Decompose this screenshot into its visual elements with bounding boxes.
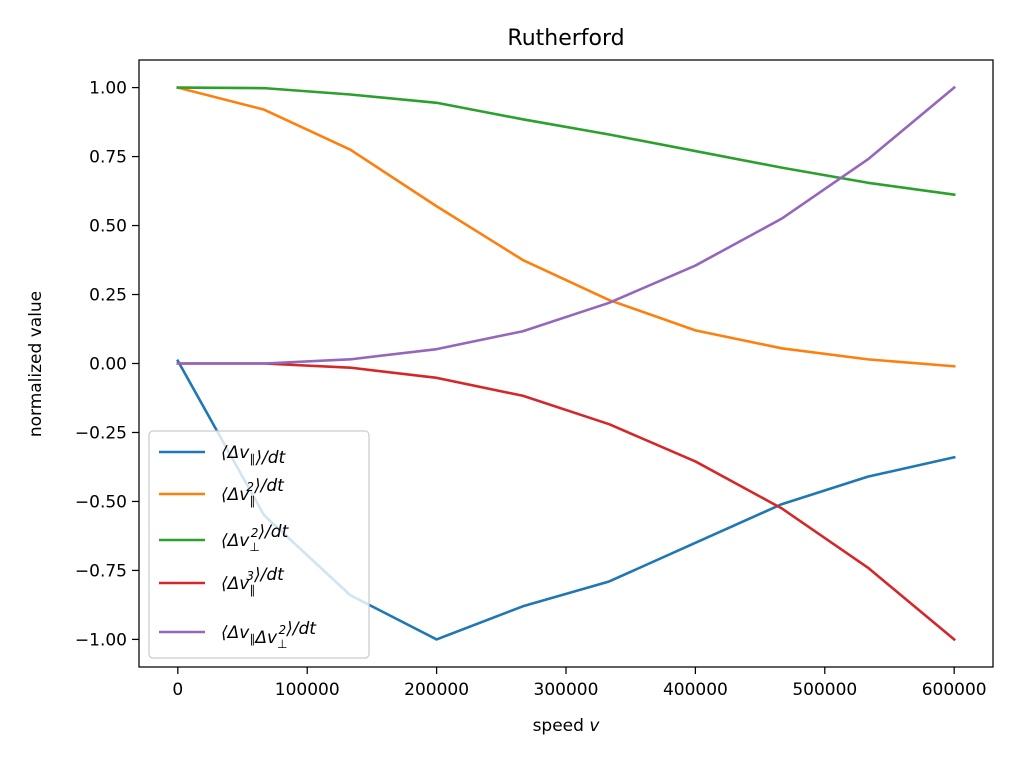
y-tick-label: 0.50 [89,217,127,237]
y-tick-label: −0.50 [75,492,127,512]
y-tick-label: −1.00 [75,630,127,650]
x-tick-label: 500000 [792,680,857,700]
y-tick-label: −0.25 [75,423,127,443]
x-tick-label: 0 [172,680,183,700]
y-axis-label: normalized value [26,291,46,437]
x-tick-label: 100000 [275,680,340,700]
y-tick-label: −0.75 [75,561,127,581]
series-line-3 [176,86,956,197]
legend-label-4: ⟨Δv∥3⟩/dt [221,565,285,597]
legend-box [148,430,370,659]
x-tick-label: 300000 [534,680,599,700]
legend: ⟨Δv∥⟩/dt ⟨Δv∥2⟩/dt ⟨Δv⊥2⟩/dt ⟨Δv∥3⟩/dt ⟨Δv∥Δ… [148,430,370,659]
y-tick-label: 0.25 [89,286,127,306]
x-tick-label: 200000 [404,680,469,700]
series-line-4 [176,362,957,642]
legend-label-3: ⟨Δv⊥2⟩/dt [221,522,290,554]
series-line-2 [176,86,956,368]
y-tick-label: 1.00 [89,79,127,99]
y-axis: 1.00 0.75 0.50 0.25 0.00 −0.25 −0.50 −0.75 −1.00 [75,79,139,650]
x-axis-label: speed v [533,716,601,736]
series-line-5 [176,85,957,365]
plot-area: 0 100000 200000 300000 400000 500000 600000 1.… [75,59,994,700]
chart-title: Rutherford [507,26,624,51]
legend-label-5: ⟨Δv∥Δv⊥2⟩/dt [221,619,317,651]
legend-label-2: ⟨Δv∥2⟩/dt [221,476,285,508]
series-layer [176,85,957,642]
x-axis: 0 100000 200000 300000 400000 500000 600000 [172,667,987,700]
x-tick-label: 600000 [922,680,987,700]
y-tick-label: 0.75 [89,148,127,168]
x-tick-label: 400000 [663,680,728,700]
y-tick-label: 0.00 [89,355,127,375]
legend-label-1: ⟨Δv∥⟩/dt [221,443,286,468]
